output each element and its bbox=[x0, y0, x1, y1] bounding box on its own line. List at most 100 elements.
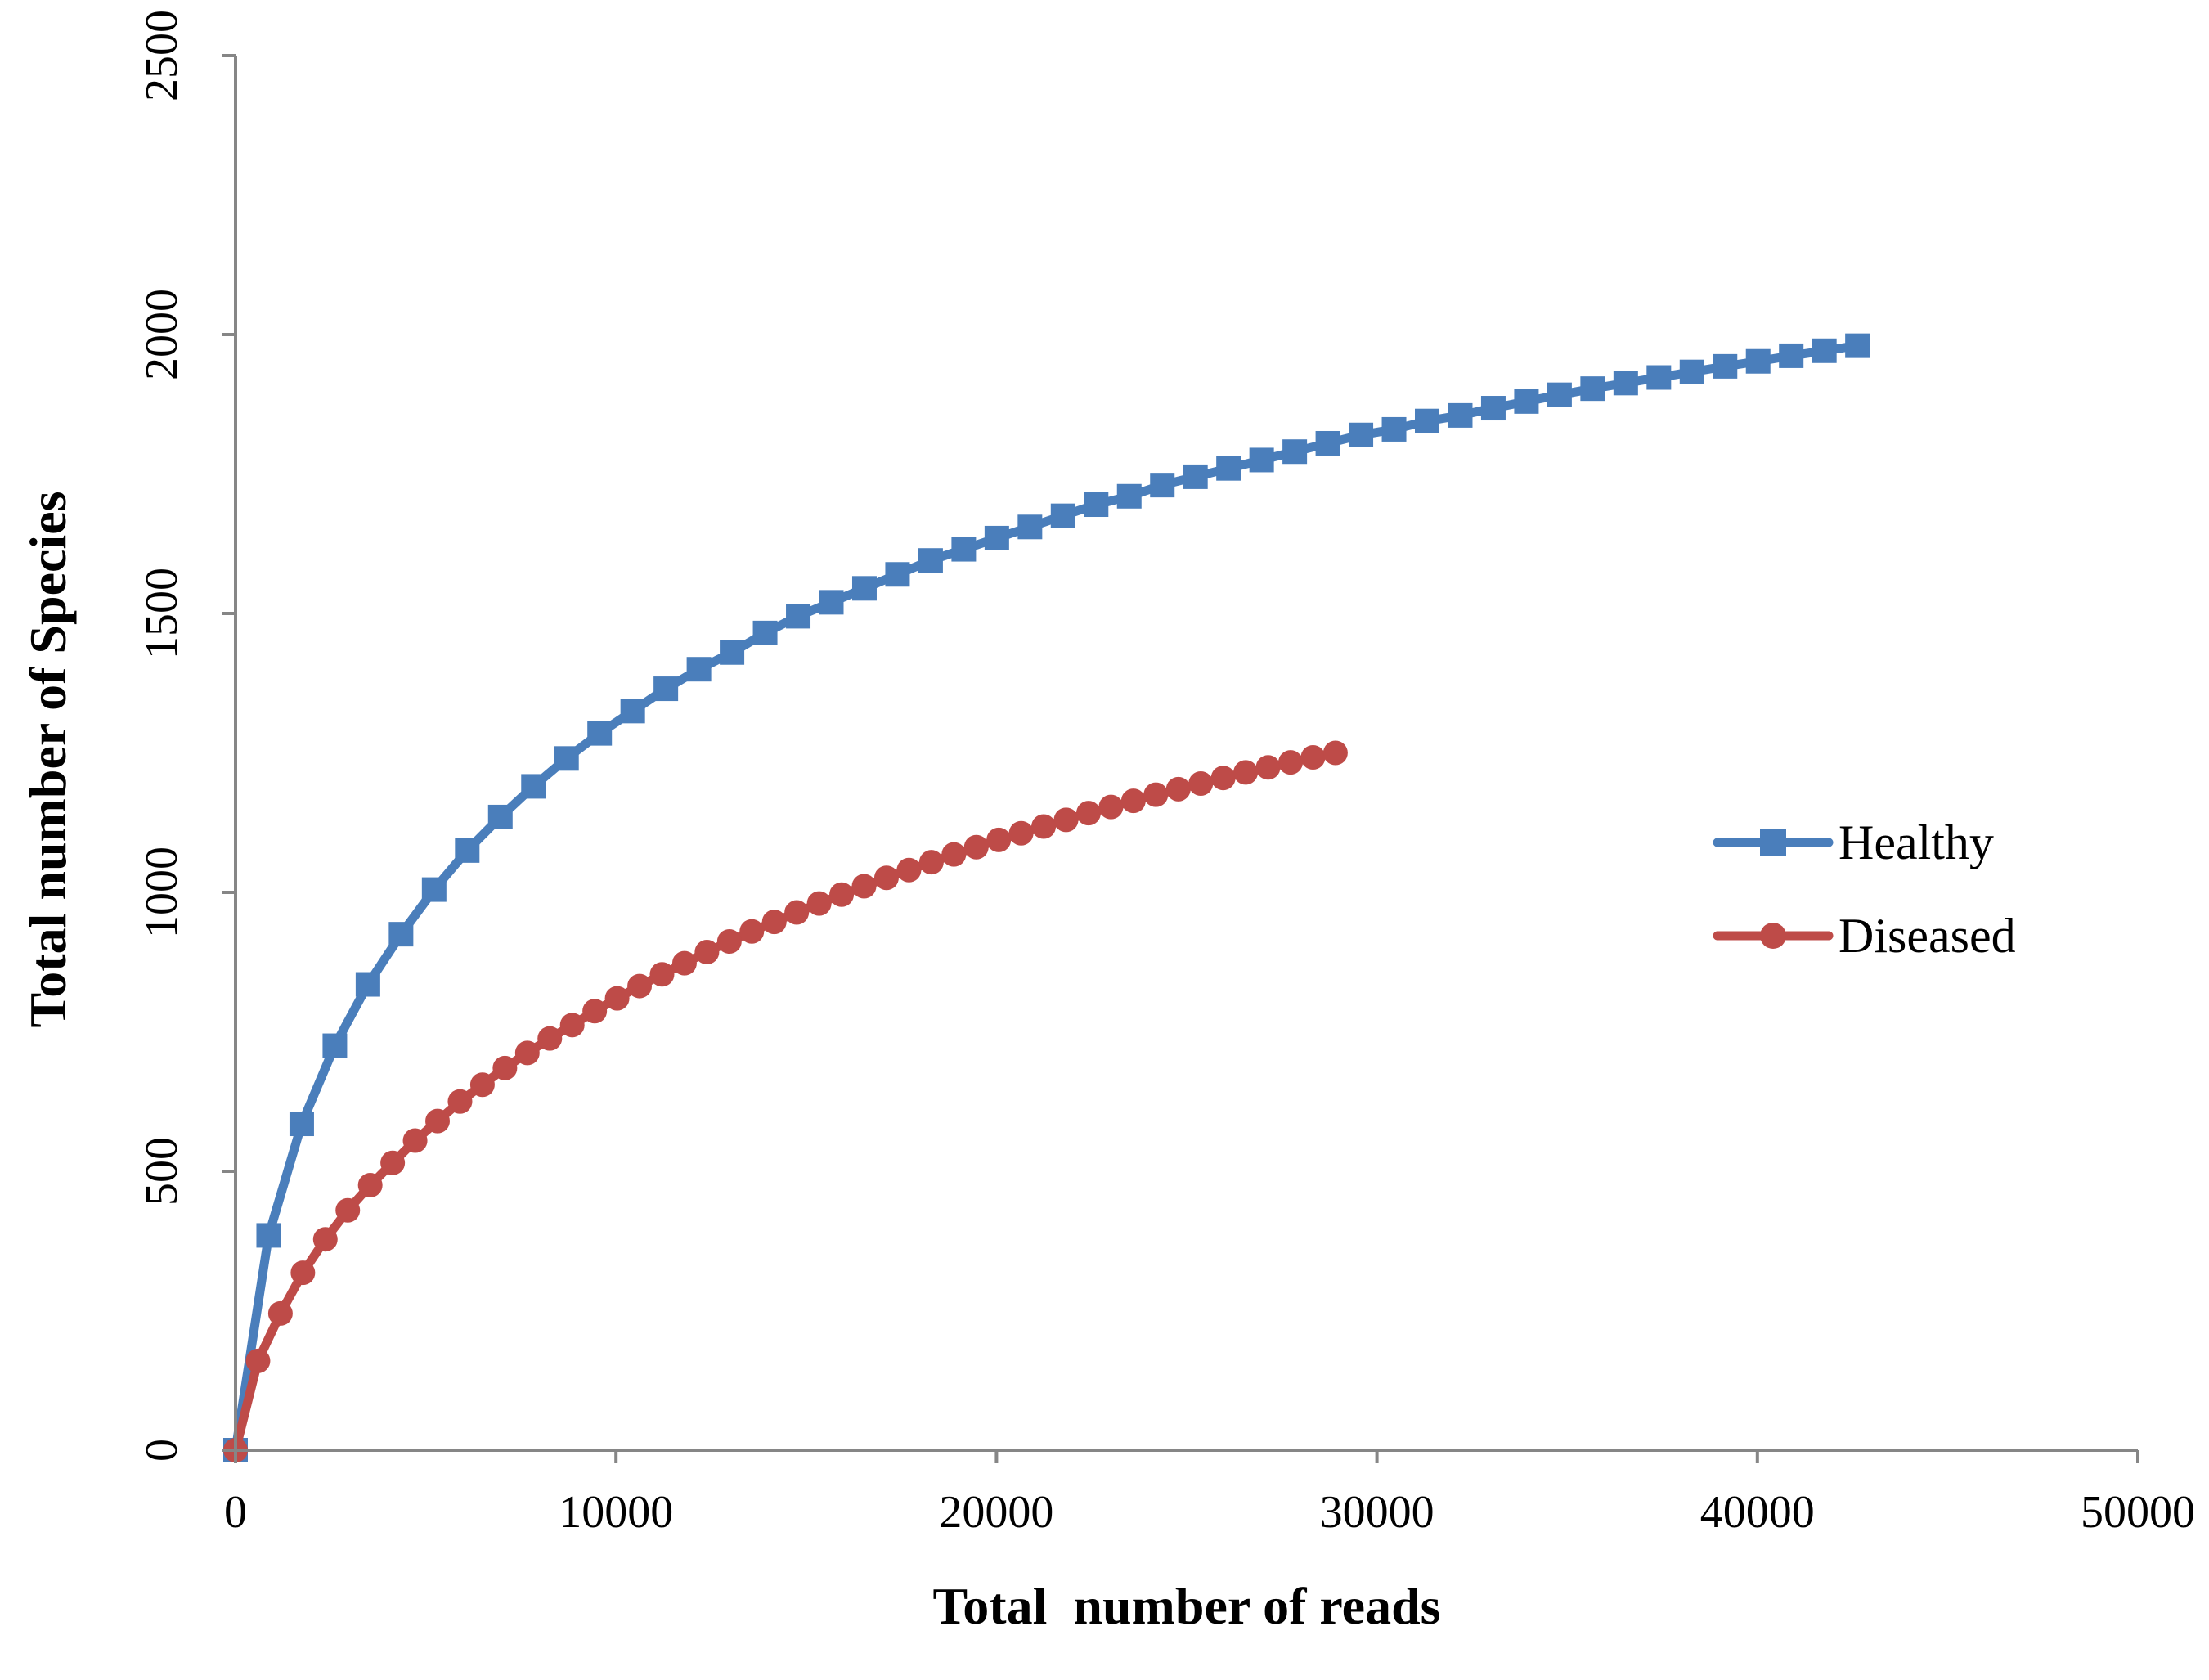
data-point-diseased bbox=[941, 842, 967, 867]
data-point-healthy bbox=[421, 877, 447, 902]
x-tick-label: 0 bbox=[224, 1487, 247, 1538]
data-point-diseased bbox=[335, 1197, 361, 1223]
data-point-diseased bbox=[1165, 776, 1191, 802]
x-tick-label: 10000 bbox=[559, 1487, 673, 1538]
data-point-diseased bbox=[380, 1150, 406, 1175]
data-point-diseased bbox=[492, 1055, 518, 1080]
data-point-diseased bbox=[963, 834, 989, 860]
series-line-diseased bbox=[231, 748, 1340, 1455]
data-point-healthy bbox=[1580, 376, 1605, 402]
series-diseased bbox=[223, 740, 1348, 1462]
series-healthy bbox=[223, 333, 1870, 1462]
data-point-healthy bbox=[388, 922, 414, 947]
data-point-healthy bbox=[620, 699, 645, 724]
y-tick-label: 500 bbox=[137, 1137, 187, 1206]
data-point-healthy bbox=[1613, 371, 1638, 396]
data-point-diseased bbox=[694, 939, 720, 964]
data-point-healthy bbox=[1381, 416, 1407, 442]
x-tick-label: 20000 bbox=[939, 1487, 1053, 1538]
data-point-diseased bbox=[896, 857, 922, 883]
data-point-healthy bbox=[1547, 382, 1572, 407]
data-point-healthy bbox=[752, 620, 778, 645]
data-point-healthy bbox=[1084, 492, 1109, 518]
data-point-healthy bbox=[289, 1112, 314, 1137]
data-point-diseased bbox=[716, 929, 742, 955]
data-point-diseased bbox=[1210, 766, 1236, 791]
data-point-healthy bbox=[653, 676, 679, 702]
data-point-healthy bbox=[1415, 408, 1440, 433]
data-point-diseased bbox=[1322, 740, 1348, 766]
data-point-healthy bbox=[1116, 483, 1142, 509]
data-point-healthy bbox=[951, 537, 977, 562]
data-point-healthy bbox=[587, 721, 613, 746]
x-tick-label: 40000 bbox=[1700, 1487, 1815, 1538]
data-point-diseased bbox=[582, 999, 608, 1024]
data-point-diseased bbox=[1255, 755, 1281, 780]
data-point-diseased bbox=[357, 1173, 383, 1198]
data-point-healthy bbox=[1216, 456, 1241, 481]
data-point-diseased bbox=[1120, 788, 1146, 814]
data-point-diseased bbox=[1098, 794, 1124, 820]
data-point-diseased bbox=[469, 1072, 495, 1098]
y-tick-label: 2500 bbox=[137, 10, 187, 101]
data-point-diseased bbox=[267, 1300, 293, 1326]
data-point-diseased bbox=[873, 865, 899, 891]
data-point-healthy bbox=[720, 640, 745, 665]
y-tick-label: 2000 bbox=[137, 289, 187, 380]
data-point-healthy bbox=[918, 548, 943, 573]
data-point-diseased bbox=[671, 950, 697, 976]
legend-label-healthy: Healthy bbox=[1839, 815, 1994, 869]
data-point-diseased bbox=[559, 1013, 585, 1038]
data-point-healthy bbox=[1845, 333, 1870, 358]
legend-marker-healthy bbox=[1760, 829, 1786, 856]
data-point-diseased bbox=[1075, 801, 1101, 826]
data-point-healthy bbox=[1315, 430, 1340, 456]
y-tick-label: 1500 bbox=[137, 568, 187, 659]
data-point-healthy bbox=[521, 774, 546, 799]
data-point-healthy bbox=[1514, 389, 1539, 414]
data-point-diseased bbox=[402, 1128, 428, 1153]
data-point-healthy bbox=[1812, 338, 1837, 363]
data-point-healthy bbox=[1249, 447, 1274, 473]
data-point-diseased bbox=[245, 1348, 271, 1373]
axes bbox=[234, 56, 2138, 1463]
data-point-diseased bbox=[604, 986, 630, 1011]
plot-series bbox=[223, 333, 1870, 1462]
y-tick-label: 0 bbox=[137, 1439, 187, 1462]
data-point-healthy bbox=[1679, 359, 1704, 384]
data-point-diseased bbox=[1143, 782, 1169, 807]
data-point-healthy bbox=[984, 525, 1009, 550]
legend-item-healthy: Healthy bbox=[1713, 815, 1994, 869]
y-axis-title: Total number of Species bbox=[19, 491, 77, 1027]
data-point-diseased bbox=[1031, 814, 1057, 839]
data-point-healthy bbox=[1448, 402, 1473, 428]
data-point-diseased bbox=[1188, 771, 1214, 797]
data-point-diseased bbox=[784, 900, 810, 925]
data-point-diseased bbox=[1053, 807, 1079, 833]
data-point-diseased bbox=[986, 827, 1012, 852]
data-point-healthy bbox=[1050, 503, 1075, 528]
data-point-healthy bbox=[851, 576, 877, 601]
data-point-healthy bbox=[256, 1223, 281, 1248]
x-tick-label: 30000 bbox=[1320, 1487, 1435, 1538]
data-point-healthy bbox=[554, 746, 579, 771]
data-point-diseased bbox=[806, 891, 832, 916]
data-point-healthy bbox=[1713, 353, 1738, 379]
data-point-healthy bbox=[819, 590, 844, 615]
data-point-diseased bbox=[1277, 750, 1303, 775]
series-line-healthy bbox=[231, 341, 1862, 1455]
data-point-healthy bbox=[686, 657, 712, 682]
data-point-diseased bbox=[918, 850, 944, 875]
data-point-healthy bbox=[487, 804, 513, 829]
x-axis-title: Total number of reads bbox=[932, 1577, 1440, 1635]
data-point-healthy bbox=[885, 562, 910, 587]
data-point-healthy bbox=[1282, 439, 1308, 465]
data-point-diseased bbox=[851, 874, 877, 899]
data-point-diseased bbox=[829, 882, 855, 907]
data-point-diseased bbox=[537, 1026, 563, 1051]
data-point-diseased bbox=[649, 962, 675, 987]
data-point-diseased bbox=[425, 1108, 451, 1134]
x-tick-label: 50000 bbox=[2081, 1487, 2195, 1538]
data-point-healthy bbox=[1017, 514, 1043, 540]
